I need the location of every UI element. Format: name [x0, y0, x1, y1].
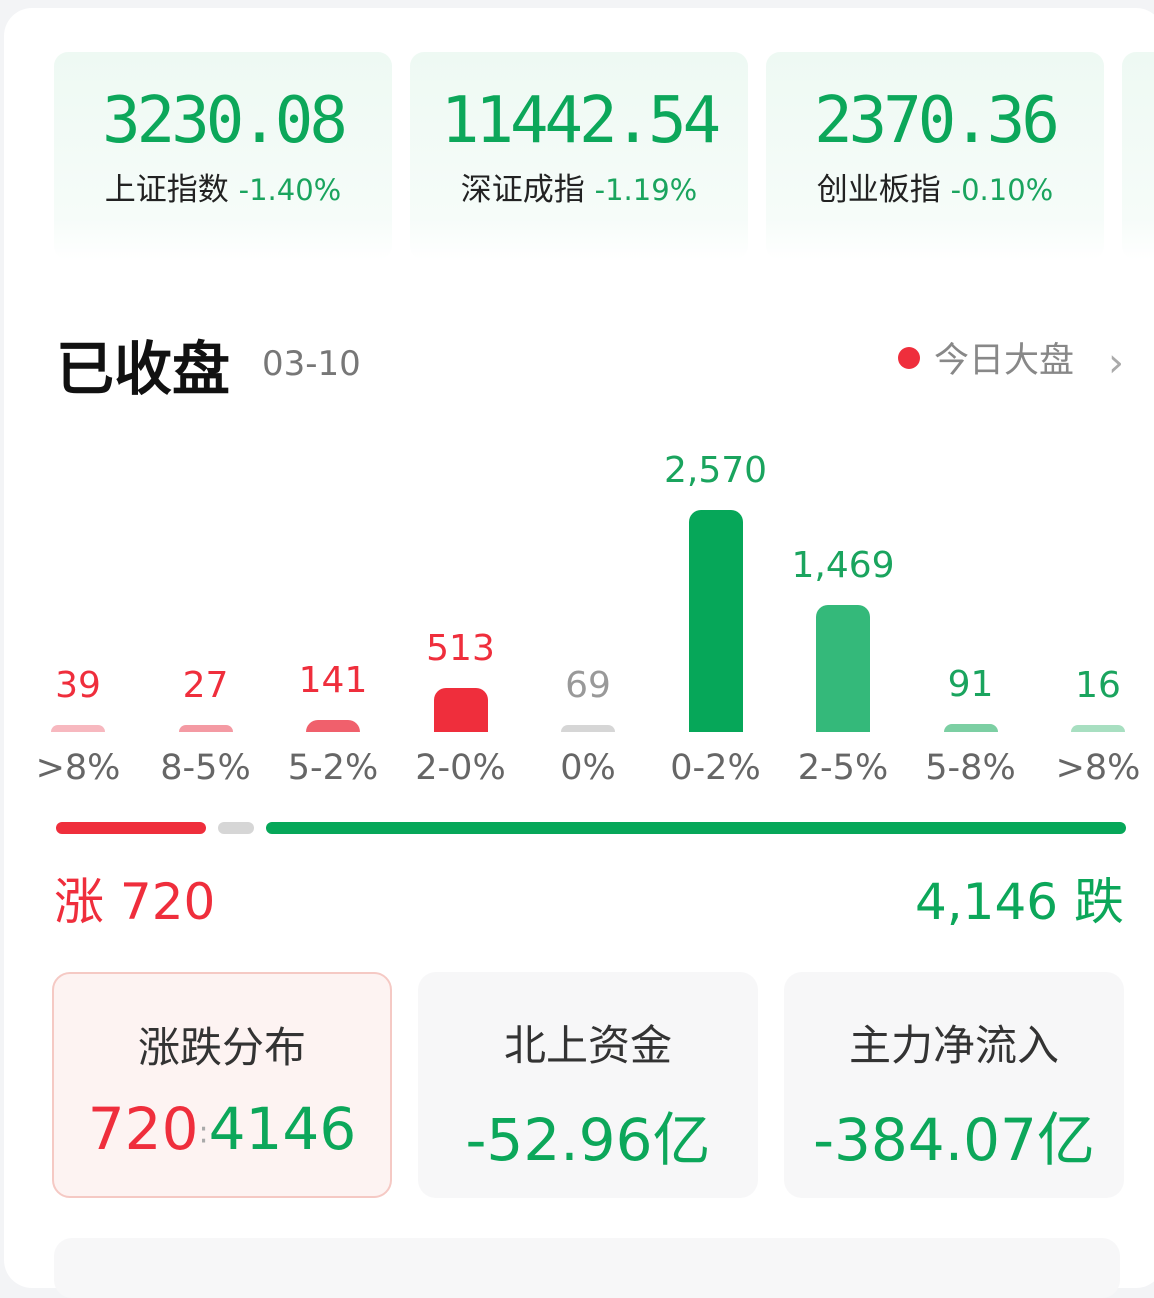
- bar: [51, 725, 105, 732]
- bar-category-label: 5-8%: [925, 748, 1016, 788]
- stat-main-inflow[interactable]: 主力净流入 -384.07亿: [784, 972, 1124, 1198]
- stat-title: 主力净流入: [848, 1021, 1059, 1070]
- date-label: 03-10: [262, 344, 361, 384]
- bar-category-label: 5-2%: [287, 748, 379, 788]
- bar-value-label: 91: [947, 664, 994, 706]
- bar: [688, 510, 743, 732]
- index-card-chinext[interactable]: 2370.36 创业板指 -0.10%: [766, 52, 1104, 260]
- bar-value-label: 513: [426, 627, 495, 669]
- stat-up: 720: [87, 1095, 199, 1163]
- bar: [306, 719, 360, 732]
- index-card-partial[interactable]: [1122, 52, 1154, 260]
- bar-value-label: 39: [55, 665, 101, 706]
- down-count: 4,146 跌: [914, 873, 1124, 931]
- bar-category-label: 8-5%: [160, 748, 251, 788]
- page-title: 已收盘: [56, 335, 231, 403]
- stat-title: 北上资金: [503, 1021, 672, 1070]
- stat-down: 4146: [208, 1095, 357, 1163]
- stat-northbound[interactable]: 北上资金 -52.96亿: [418, 972, 758, 1198]
- bar: [178, 725, 233, 732]
- bar-value-label: 2,570: [663, 450, 768, 491]
- bar-value-label: 141: [298, 659, 368, 701]
- live-dot-icon: [897, 346, 920, 369]
- bar-category-label: 2-5%: [797, 748, 889, 788]
- bar-category-label: 0-2%: [670, 748, 761, 788]
- index-change: -0.10%: [950, 173, 1054, 207]
- stat-updown-distribution[interactable]: 涨跌分布 720:4146: [52, 972, 392, 1198]
- bar-value-label: 1,469: [791, 545, 895, 587]
- chevron-right-icon[interactable]: ›: [1108, 340, 1124, 386]
- stat-title: 涨跌分布: [137, 1023, 306, 1072]
- index-name: 上证指数: [104, 172, 229, 208]
- index-value: 3230.08: [102, 84, 348, 158]
- bar: [561, 725, 615, 732]
- bar-category-label: >8%: [35, 748, 121, 788]
- bar-category-label: >8%: [1055, 748, 1141, 788]
- bar-value-label: 16: [1075, 665, 1121, 706]
- bar: [943, 724, 998, 732]
- index-card-shenzhen[interactable]: 11442.54 深证成指 -1.19%: [410, 52, 748, 260]
- index-name: 深证成指: [460, 172, 585, 208]
- stat-value: -52.96亿: [465, 1106, 711, 1174]
- index-name: 创业板指: [816, 172, 941, 208]
- next-section: [54, 1238, 1120, 1298]
- down-ratio-bar: [266, 822, 1126, 834]
- up-ratio-bar: [56, 822, 207, 834]
- today-market-link[interactable]: 今日大盘: [897, 332, 1074, 383]
- index-card-shanghai[interactable]: 3230.08 上证指数 -1.40%: [54, 52, 392, 260]
- today-market-label: 今日大盘: [933, 341, 1074, 381]
- index-change: -1.40%: [238, 173, 342, 207]
- up-count: 涨 720: [54, 873, 216, 931]
- bar-category-label: 0%: [560, 748, 616, 788]
- bar: [433, 687, 488, 732]
- bar-value-label: 27: [182, 665, 229, 706]
- bar: [816, 605, 870, 732]
- flat-ratio-bar: [218, 822, 255, 834]
- index-value: 2370.36: [814, 84, 1060, 158]
- bar: [1071, 725, 1125, 732]
- stat-sep: :: [198, 1115, 209, 1151]
- stat-value: -384.07亿: [813, 1106, 1095, 1174]
- index-change: -1.19%: [594, 173, 698, 207]
- bar-value-label: 69: [565, 665, 611, 706]
- index-value: 11442.54: [440, 84, 721, 158]
- bar-category-label: 2-0%: [415, 748, 506, 788]
